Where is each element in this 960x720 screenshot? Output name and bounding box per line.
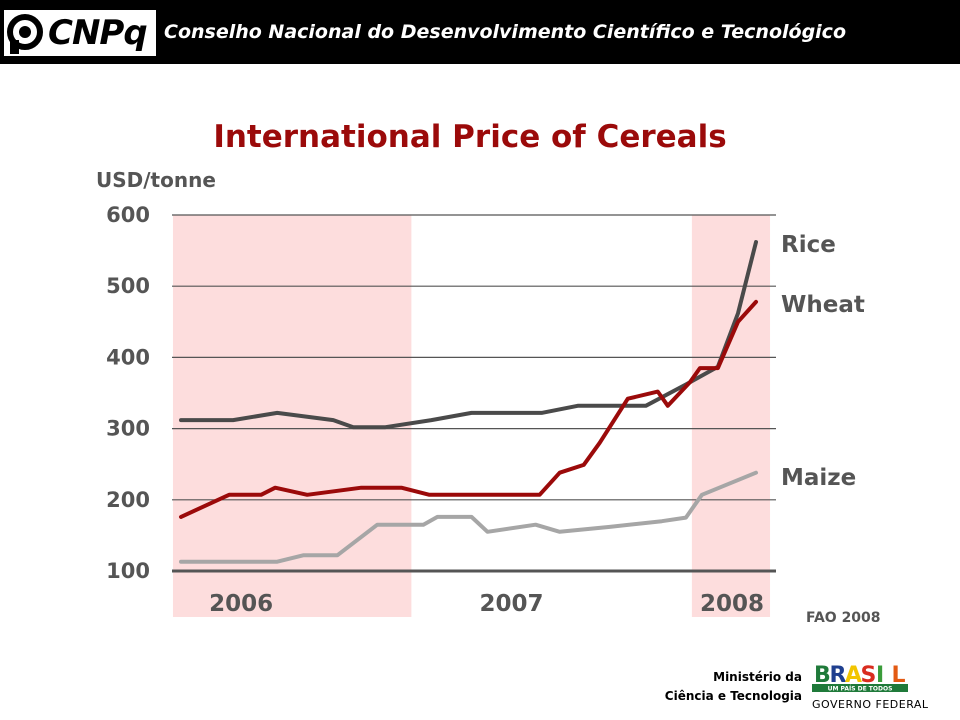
brasil-logo-letter: L: [892, 663, 906, 688]
brasil-logo-letter: R: [830, 663, 847, 688]
ministry-line-2: Ciência e Tecnologia: [664, 689, 802, 703]
y-tick-label: 300: [106, 417, 150, 441]
series-label-maize: Maize: [781, 465, 856, 491]
y-tick-label: 500: [106, 274, 150, 298]
chart-title: International Price of Cereals: [213, 119, 727, 155]
shaded-period-2008: [691, 215, 771, 617]
brasil-logo-letter: A: [845, 663, 862, 688]
government-label: GOVERNO FEDERAL: [812, 698, 929, 711]
cnpq-emblem-icon: [7, 14, 43, 54]
y-tick-label: 600: [106, 203, 150, 227]
y-tick-label: 400: [106, 345, 150, 369]
ministry-line-1: Ministério da: [713, 670, 802, 684]
year-label: 2008: [700, 591, 764, 617]
header-bar: CNPq Conselho Nacional do Desenvolviment…: [0, 0, 960, 64]
cnpq-logo: CNPq: [4, 10, 156, 56]
source-note: FAO 2008: [806, 610, 881, 626]
svg-text:UM PAÍS DE TODOS: UM PAÍS DE TODOS: [828, 685, 893, 693]
header-title: Conselho Nacional do Desenvolvimento Cie…: [164, 21, 846, 43]
series-label-rice: Rice: [781, 232, 836, 258]
brasil-logo-letter: I: [876, 663, 884, 688]
series-line-wheat: [179, 299, 758, 519]
brasil-logo-letter: S: [861, 663, 877, 688]
cnpq-logo-text: CNPq: [48, 13, 148, 53]
y-tick-label: 200: [106, 488, 150, 512]
ministry-label: Ministério da Ciência e Tecnologia: [600, 668, 802, 706]
y-tick-label: 100: [106, 559, 150, 583]
y-axis-label: USD/tonne: [96, 168, 216, 192]
series-line-maize: [179, 470, 758, 564]
series-line-rice: [179, 240, 758, 430]
series-label-wheat: Wheat: [781, 292, 865, 318]
brasil-logo-letter: B: [814, 663, 831, 688]
year-label: 2006: [209, 591, 273, 617]
year-label: 2007: [480, 591, 544, 617]
